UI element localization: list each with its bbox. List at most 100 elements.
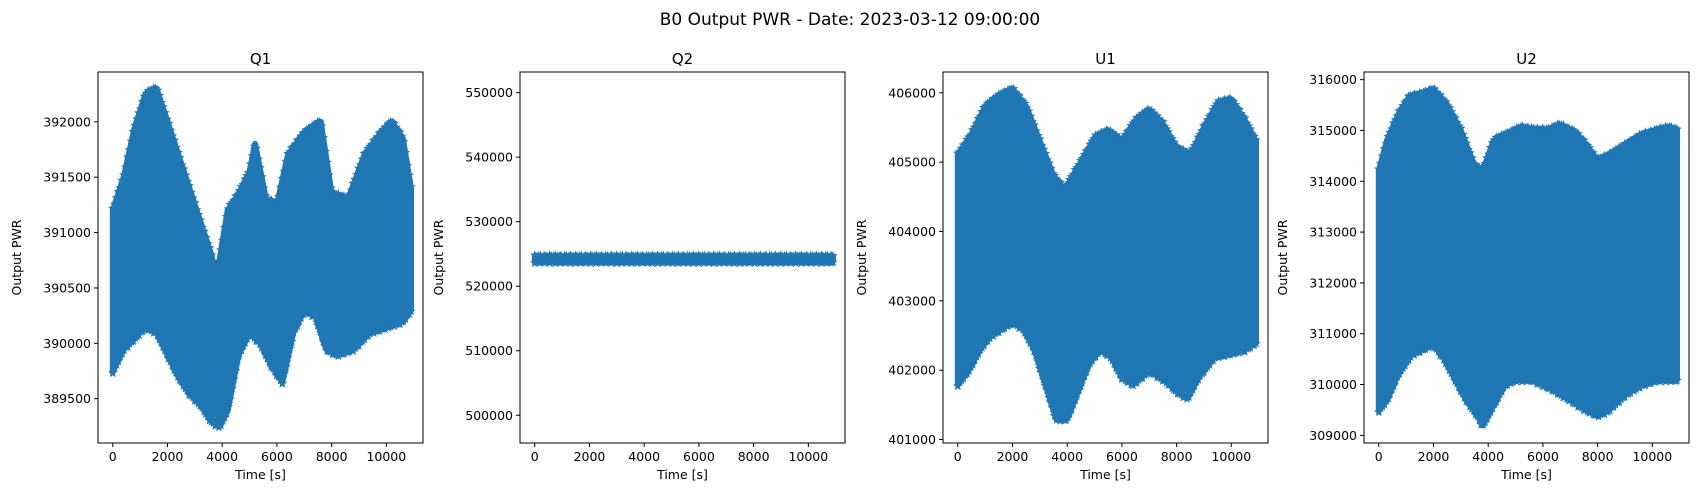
y-tick-label: 313000 bbox=[1309, 225, 1357, 240]
scatter-point bbox=[1048, 403, 1058, 413]
scatter-point bbox=[406, 182, 416, 192]
scatter-point bbox=[117, 175, 127, 185]
x-tick-label: 8000 bbox=[738, 449, 770, 464]
x-tick-label: 6000 bbox=[1527, 449, 1559, 464]
scatter-point bbox=[285, 147, 295, 157]
scatter-point bbox=[163, 118, 174, 128]
scatter-point bbox=[167, 360, 178, 370]
scatter-point bbox=[1374, 164, 1384, 174]
scatter-point bbox=[292, 321, 302, 331]
scatter-point bbox=[238, 179, 248, 189]
scatter-point bbox=[960, 138, 970, 148]
scatter-point bbox=[1064, 409, 1075, 419]
scatter-point bbox=[975, 111, 985, 121]
scatter-point bbox=[1033, 356, 1043, 366]
y-tick-label: 402000 bbox=[888, 363, 936, 378]
scatter-point bbox=[1388, 381, 1399, 391]
x-tick-label: 4000 bbox=[206, 449, 238, 464]
scatter-point bbox=[251, 143, 261, 153]
data-series bbox=[1374, 84, 1682, 429]
plot-frame bbox=[1363, 71, 1690, 444]
x-tick-label: 2000 bbox=[1418, 449, 1450, 464]
scatter-point bbox=[1385, 389, 1395, 399]
scatter-point bbox=[1381, 138, 1391, 148]
scatter-point bbox=[201, 232, 211, 242]
scatter-point bbox=[154, 90, 165, 100]
scatter-point bbox=[1038, 374, 1049, 384]
scatter-point bbox=[1439, 354, 1449, 364]
scatter-point bbox=[958, 373, 969, 383]
scatter-point bbox=[180, 170, 191, 180]
scatter-point bbox=[281, 361, 291, 371]
scatter-point bbox=[316, 121, 327, 131]
scatter-point bbox=[971, 118, 982, 128]
x-tick-label: 4000 bbox=[628, 449, 660, 464]
scatter-point bbox=[1206, 109, 1216, 119]
scatter-point bbox=[259, 183, 269, 193]
y-tick-label: 540000 bbox=[465, 150, 513, 165]
y-axis-label: Output PWR bbox=[1275, 219, 1290, 295]
y-tick-label: 392000 bbox=[43, 114, 91, 129]
scatter-point bbox=[195, 215, 206, 225]
scatter-band bbox=[954, 86, 1259, 422]
scatter-point bbox=[1478, 164, 1488, 174]
scatter-point bbox=[1588, 148, 1598, 158]
scatter-point bbox=[1081, 366, 1092, 376]
scatter-point bbox=[117, 348, 127, 358]
scatter-point bbox=[357, 154, 368, 164]
scatter-point bbox=[229, 374, 239, 383]
scatter-point bbox=[1031, 350, 1041, 360]
scatter-point bbox=[242, 333, 252, 343]
scatter-point bbox=[184, 180, 194, 190]
scatter-point bbox=[1379, 399, 1390, 409]
scatter-point bbox=[1161, 377, 1172, 387]
scatter-point bbox=[1375, 158, 1386, 168]
y-tick-label: 405000 bbox=[888, 155, 936, 170]
scatter-point bbox=[272, 197, 282, 207]
y-tick-label: 311000 bbox=[1309, 326, 1357, 341]
scatter-point bbox=[1074, 159, 1084, 169]
scatter-point bbox=[1387, 124, 1397, 133]
x-tick-label: 10000 bbox=[1211, 449, 1251, 464]
scatter-point bbox=[1672, 124, 1682, 134]
scatter-point bbox=[1187, 385, 1198, 394]
scatter-point bbox=[206, 250, 217, 260]
scatter-point bbox=[1400, 360, 1410, 370]
subplot-grid: Q1 0 2000 4000 6000 8000 10000 389500 390000 3905… bbox=[9, 50, 1690, 482]
scatter-point bbox=[1379, 143, 1390, 153]
scatter-point bbox=[1018, 324, 1028, 334]
scatter-point bbox=[245, 159, 256, 168]
scatter-point bbox=[273, 191, 284, 201]
scatter-point bbox=[1189, 381, 1200, 391]
scatter-point bbox=[240, 337, 250, 347]
subplot-title: Q2 bbox=[672, 50, 693, 68]
y-tick-label: 315000 bbox=[1309, 123, 1357, 138]
scatter-point bbox=[255, 339, 265, 349]
scatter-point bbox=[160, 108, 170, 117]
scatter-point bbox=[964, 365, 974, 375]
scatter-point bbox=[1191, 137, 1202, 147]
scatter-point bbox=[967, 359, 978, 369]
scatter-point bbox=[260, 190, 271, 200]
scatter-point bbox=[1480, 158, 1490, 168]
scatter-point bbox=[212, 269, 222, 278]
data-series bbox=[108, 83, 416, 432]
x-axis-label: Time [s] bbox=[1500, 467, 1552, 482]
plot-frame bbox=[519, 71, 846, 444]
scatter-point bbox=[314, 324, 325, 334]
scatter-point bbox=[1228, 96, 1239, 106]
scatter-point bbox=[1200, 119, 1211, 129]
scatter-point bbox=[1456, 123, 1466, 133]
scatter-point bbox=[232, 189, 243, 199]
scatter-point bbox=[121, 162, 131, 172]
y-tick-label: 310000 bbox=[1309, 377, 1357, 392]
scatter-point bbox=[1184, 392, 1194, 402]
x-tick-label: 8000 bbox=[1582, 449, 1614, 464]
scatter-point bbox=[122, 152, 133, 162]
scatter-point bbox=[1439, 95, 1449, 105]
scatter-point bbox=[275, 182, 286, 192]
y-axis-label: Output PWR bbox=[854, 219, 869, 295]
scatter-point bbox=[219, 222, 230, 232]
scatter-point bbox=[953, 381, 963, 391]
